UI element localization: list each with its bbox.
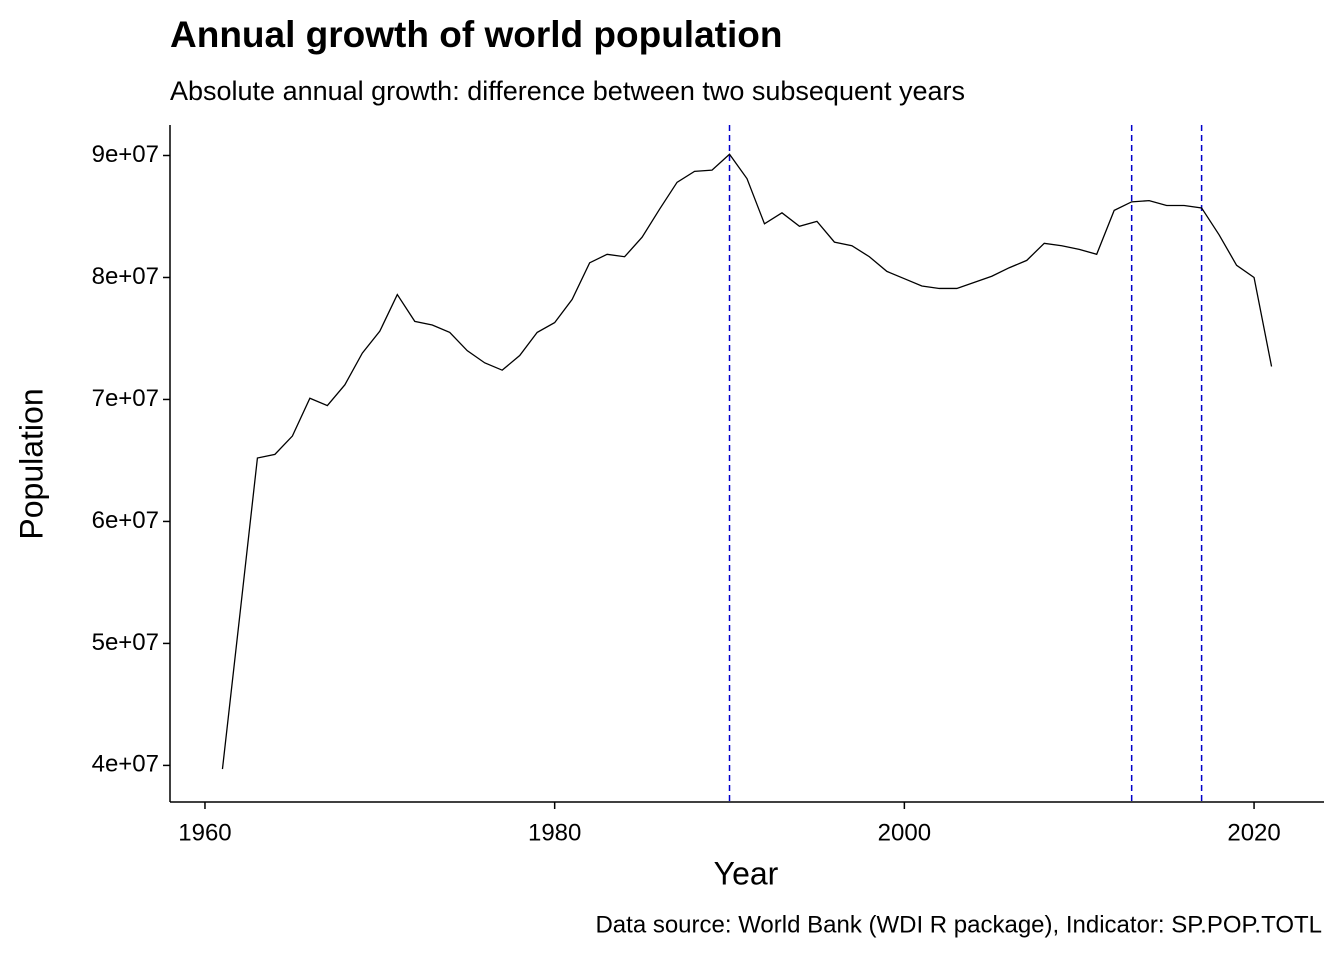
chart-subtitle: Absolute annual growth: difference betwe… [170, 76, 965, 106]
y-tick-label: 4e+07 [92, 751, 159, 778]
y-tick-label: 9e+07 [92, 141, 159, 168]
x-tick-label: 1960 [178, 819, 231, 846]
data-line [221, 153, 1273, 770]
caption: Data source: World Bank (WDI R package),… [595, 911, 1322, 938]
x-tick-label: 2000 [878, 819, 931, 846]
y-tick-label: 6e+07 [92, 507, 159, 534]
y-tick-label: 7e+07 [92, 385, 159, 412]
y-tick-label: 8e+07 [92, 263, 159, 290]
x-tick-label: 2020 [1227, 819, 1280, 846]
x-axis-title: Year [714, 855, 779, 891]
x-tick-label: 1980 [528, 819, 581, 846]
y-tick-label: 5e+07 [92, 629, 159, 656]
y-axis-title: Population [13, 388, 49, 539]
chart-title: Annual growth of world population [170, 14, 782, 55]
